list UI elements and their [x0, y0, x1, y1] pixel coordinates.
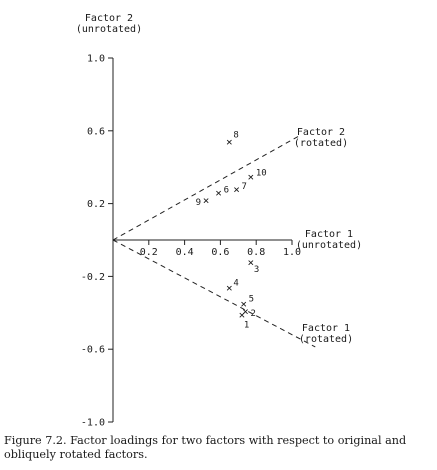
- data-point-label: 1: [244, 321, 249, 331]
- data-point-label: 6: [224, 186, 229, 196]
- data-point-label: 7: [242, 182, 247, 192]
- data-points: ×1× 2×3× 4× 5× 6 × 7× 8×9× 10: [196, 131, 267, 331]
- data-point-marker: ×: [226, 281, 233, 294]
- figure-caption: Figure 7.2. Factor loadings for two fact…: [4, 434, 407, 461]
- rotated-axis-line: [112, 239, 316, 348]
- data-point-marker: ×: [248, 170, 255, 183]
- data-point-marker: ×: [240, 298, 247, 311]
- rotated-axis-label: Factor 2 (rotated): [294, 127, 348, 149]
- data-point-marker: ×: [242, 305, 249, 318]
- rotated-factor-axes: Factor 2 (rotated) Factor 1 (rotated): [112, 127, 353, 348]
- data-point-label: 2: [250, 309, 255, 319]
- data-point-label: 9: [196, 198, 201, 208]
- x-tick-label: 0.2: [140, 247, 158, 258]
- rotated-axis-label: Factor 1 (rotated): [299, 323, 353, 345]
- y-tick-label: 0.6: [87, 126, 105, 137]
- x-tick-label: 1.0: [283, 247, 301, 258]
- rotated-axis-line: [112, 134, 302, 241]
- y-tick-label: -0.6: [81, 345, 105, 356]
- data-point-marker: ×: [226, 136, 233, 149]
- y-axis-label: Factor 2 (unrotated): [76, 13, 142, 35]
- data-point-marker: ×: [233, 183, 240, 196]
- data-point-label: 3: [254, 265, 259, 275]
- data-point-marker: ×: [215, 187, 222, 200]
- y-axis-ticks: 1.0 0.6 0.2 -0.2 -0.6 -1.0: [81, 54, 113, 429]
- x-tick-label: 0.8: [247, 247, 265, 258]
- data-point-label: 8: [233, 131, 238, 141]
- x-tick-label: 0.4: [176, 247, 194, 258]
- x-tick-label: 0.6: [211, 247, 229, 258]
- data-point-marker: ×: [248, 256, 255, 269]
- y-tick-label: -0.2: [81, 272, 105, 283]
- y-tick-label: -1.0: [81, 418, 105, 429]
- data-point-label: 4: [233, 278, 238, 288]
- y-tick-label: 0.2: [87, 199, 105, 210]
- data-point-label: 5: [249, 295, 254, 305]
- data-point-marker: ×: [203, 194, 210, 207]
- x-axis-ticks: 0.2 0.4 0.6 0.8 1.0: [140, 240, 301, 258]
- data-point-label: 10: [256, 168, 267, 178]
- y-tick-label: 1.0: [87, 54, 105, 65]
- x-axis-label: Factor 1 (unrotated): [296, 229, 362, 251]
- data-point-marker: ×: [239, 309, 246, 322]
